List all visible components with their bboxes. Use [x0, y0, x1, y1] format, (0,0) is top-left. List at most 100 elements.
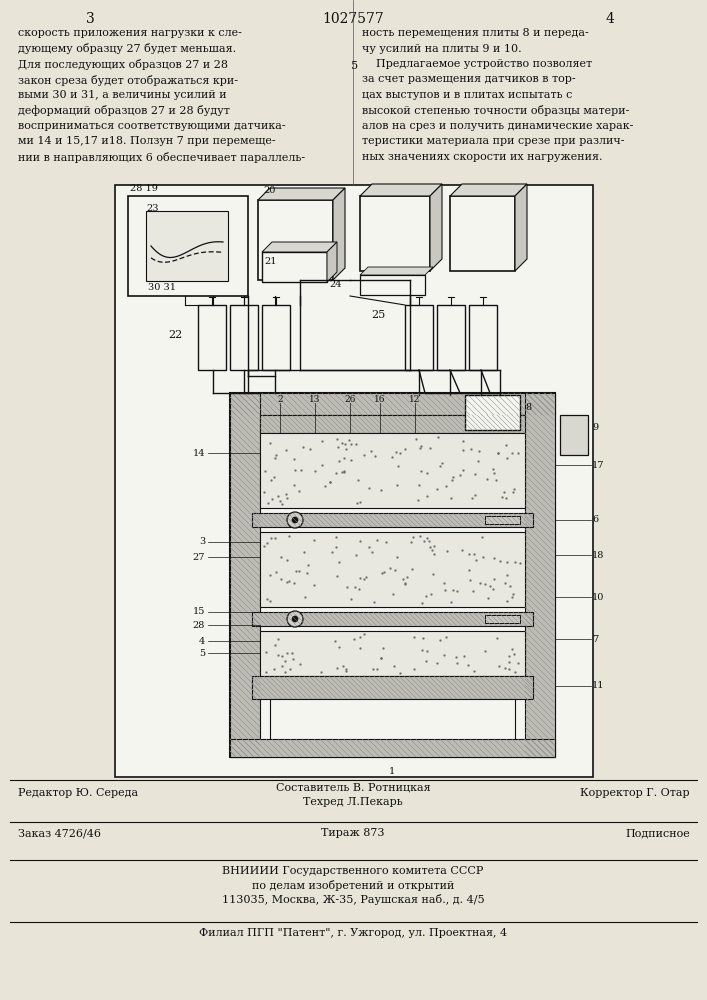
Bar: [252, 676, 533, 699]
Text: Предлагаемое устройство позволяет: Предлагаемое устройство позволяет: [362, 59, 592, 69]
Bar: [260, 415, 525, 433]
Bar: [262, 305, 290, 370]
Bar: [360, 196, 430, 271]
Text: 1: 1: [389, 767, 395, 776]
Bar: [230, 393, 555, 757]
Bar: [405, 305, 433, 370]
Text: по делам изобретений и открытий: по делам изобретений и открытий: [252, 880, 454, 891]
Text: Редактор Ю. Середа: Редактор Ю. Середа: [18, 788, 138, 798]
Text: скорость приложения нагрузки к сле-: скорость приложения нагрузки к сле-: [18, 28, 242, 38]
Text: 13: 13: [310, 395, 321, 404]
Text: Подписное: Подписное: [625, 828, 690, 838]
Text: высокой степенью точности образцы матери-: высокой степенью точности образцы матери…: [362, 105, 629, 116]
Text: дующему образцу 27 будет меньшая.: дующему образцу 27 будет меньшая.: [18, 43, 236, 54]
Text: 4: 4: [606, 12, 614, 26]
Text: теристики материала при срезе при различ-: теристики материала при срезе при различ…: [362, 136, 624, 146]
Bar: [230, 305, 258, 370]
Text: 3: 3: [199, 538, 205, 546]
Text: алов на срез и получить динамические харак-: алов на срез и получить динамические хар…: [362, 121, 633, 131]
Bar: [469, 305, 497, 370]
Bar: [252, 612, 533, 626]
Text: 113035, Москва, Ж-35, Раушская наб., д. 4/5: 113035, Москва, Ж-35, Раушская наб., д. …: [222, 894, 484, 905]
Text: 11: 11: [592, 682, 604, 690]
Text: за счет размещения датчиков в тор-: за счет размещения датчиков в тор-: [362, 75, 575, 85]
Polygon shape: [258, 188, 345, 200]
Text: 14: 14: [192, 448, 205, 458]
Text: 7: 7: [592, 635, 598, 644]
Text: Для последующих образцов 27 и 28: Для последующих образцов 27 и 28: [18, 59, 228, 70]
Bar: [450, 196, 515, 271]
Text: чу усилий на плиты 9 и 10.: чу усилий на плиты 9 и 10.: [362, 43, 522, 53]
Polygon shape: [333, 188, 345, 280]
Bar: [485, 615, 520, 623]
Text: 28: 28: [192, 620, 205, 630]
Text: 17: 17: [592, 460, 604, 470]
Polygon shape: [360, 267, 433, 275]
Bar: [230, 393, 260, 757]
Bar: [485, 516, 520, 524]
Polygon shape: [327, 242, 337, 282]
Circle shape: [287, 611, 303, 627]
Text: 23: 23: [146, 204, 158, 213]
Text: ность перемещения плиты 8 и переда-: ность перемещения плиты 8 и переда-: [362, 28, 589, 38]
Text: Техред Л.Пекарь: Техред Л.Пекарь: [303, 797, 403, 807]
Text: 2: 2: [277, 395, 283, 404]
Text: 6: 6: [592, 516, 598, 524]
Text: деформаций образцов 27 и 28 будут: деформаций образцов 27 и 28 будут: [18, 105, 230, 116]
Bar: [360, 275, 425, 295]
Text: 4: 4: [199, 637, 205, 646]
Text: ми 14 и 15,17 и18. Ползун 7 при перемеще-: ми 14 и 15,17 и18. Ползун 7 при перемеще…: [18, 136, 276, 146]
Text: 18: 18: [592, 550, 604, 560]
Text: Составитель В. Ротницкая: Составитель В. Ротницкая: [276, 783, 431, 793]
Bar: [198, 305, 226, 370]
Text: 21: 21: [264, 257, 276, 266]
Polygon shape: [450, 184, 527, 196]
Text: Заказ 4726/46: Заказ 4726/46: [18, 828, 101, 838]
Text: Корректор Г. Отар: Корректор Г. Отар: [580, 788, 690, 798]
Bar: [560, 415, 588, 455]
Text: 9: 9: [592, 422, 598, 432]
Bar: [525, 393, 555, 757]
Polygon shape: [360, 184, 442, 196]
Text: ных значениях скорости их нагружения.: ных значениях скорости их нагружения.: [362, 152, 602, 162]
Text: 25: 25: [370, 310, 385, 320]
Bar: [437, 305, 465, 370]
Text: Филиал ПГП "Патент", г. Ужгород, ул. Проектная, 4: Филиал ПГП "Патент", г. Ужгород, ул. Про…: [199, 928, 507, 938]
Bar: [230, 739, 555, 757]
Text: 28 19: 28 19: [130, 184, 158, 193]
Circle shape: [292, 517, 298, 523]
Text: 12: 12: [409, 395, 421, 404]
Circle shape: [292, 616, 298, 622]
Text: закон среза будет отображаться кри-: закон среза будет отображаться кри-: [18, 75, 238, 86]
Bar: [262, 252, 327, 282]
Text: 5: 5: [351, 61, 358, 71]
Text: 26: 26: [344, 395, 356, 404]
Polygon shape: [262, 242, 337, 252]
Text: 16: 16: [374, 395, 386, 404]
Bar: [260, 532, 525, 607]
Text: 10: 10: [592, 592, 604, 601]
Text: 27: 27: [192, 552, 205, 562]
Bar: [230, 393, 555, 415]
Text: 1027577: 1027577: [322, 12, 384, 26]
Bar: [260, 433, 525, 508]
Text: 30 31: 30 31: [148, 283, 176, 292]
Text: восприниматься соответствующими датчика-: восприниматься соответствующими датчика-: [18, 121, 286, 131]
Text: 15: 15: [192, 607, 205, 616]
Text: цах выступов и в плитах испытать с: цах выступов и в плитах испытать с: [362, 90, 573, 100]
Text: нии в направляющих 6 обеспечивает параллель-: нии в направляющих 6 обеспечивает паралл…: [18, 152, 305, 163]
Text: 5: 5: [199, 648, 205, 658]
Bar: [128, 196, 248, 296]
Bar: [260, 631, 525, 676]
Bar: [465, 395, 520, 430]
Text: 3: 3: [86, 12, 94, 26]
Text: 20: 20: [263, 186, 275, 195]
Circle shape: [287, 512, 303, 528]
Text: 24: 24: [329, 280, 341, 289]
Text: выми 30 и 31, а величины усилий и: выми 30 и 31, а величины усилий и: [18, 90, 227, 100]
Text: ВНИИИИ Государственного комитета СССР: ВНИИИИ Государственного комитета СССР: [222, 866, 484, 876]
Polygon shape: [430, 184, 442, 271]
Text: 8: 8: [525, 403, 531, 412]
Text: Тираж 873: Тираж 873: [321, 828, 385, 838]
Bar: [146, 211, 228, 281]
